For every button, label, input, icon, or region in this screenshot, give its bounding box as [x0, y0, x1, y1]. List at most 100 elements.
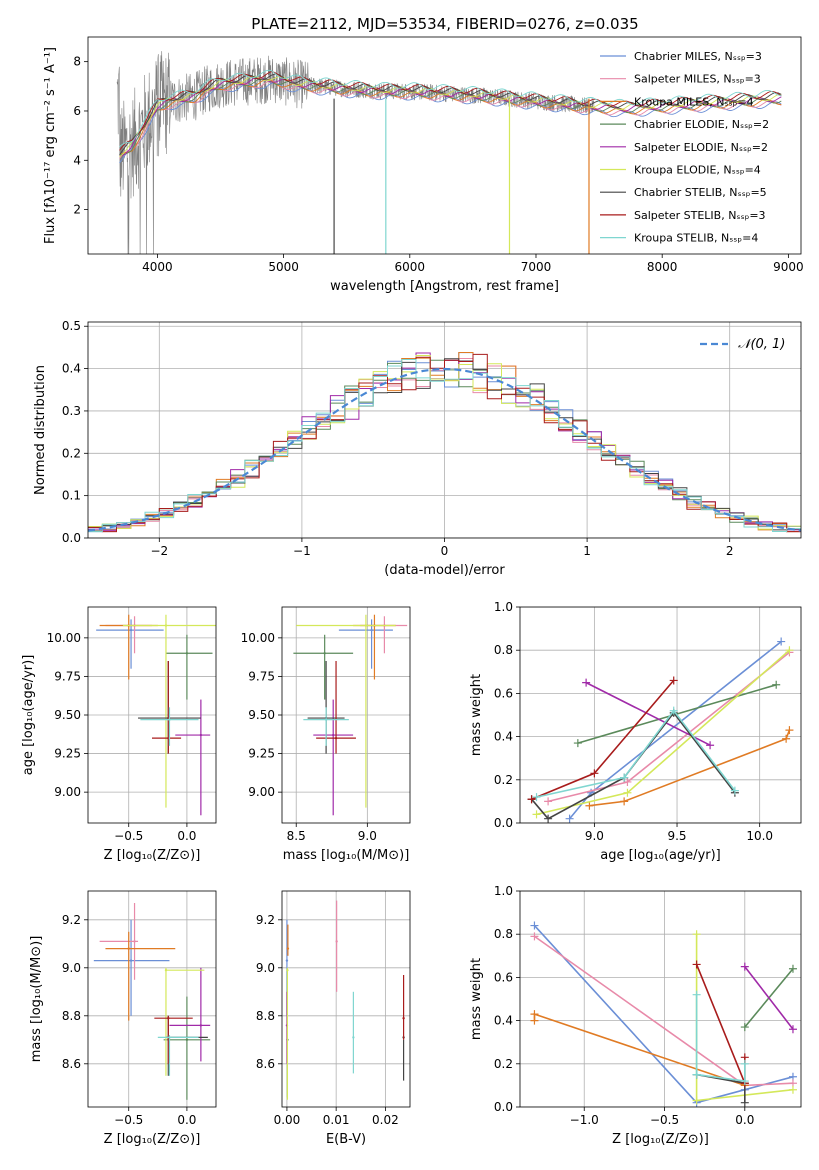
plus-marker [788, 1085, 797, 1094]
x-tick-label: 1 [583, 544, 591, 558]
legend-entry: Chabrier ELODIE, Nₛₛₚ=2 [634, 118, 769, 131]
y-axis-label: age [log₁₀(age/yr)] [21, 655, 36, 776]
data-point [332, 733, 335, 737]
chart-residual_histogram: −2 −1 0 1 2 0.0 0.1 0.2 0.3 0.4 0.5 (data-model)/er… [33, 319, 802, 578]
data-point [167, 1017, 170, 1020]
data-point [324, 718, 328, 721]
y-tick-label: 9.75 [248, 669, 275, 683]
chart-spectrum: 4000 5000 6000 7000 8000 9000 2 4 6 8 wavelength [… [43, 36, 804, 294]
y-tick-label: 10.00 [241, 631, 275, 645]
y-tick-label: 9.50 [248, 708, 275, 722]
histogram-salpeter-stelib [88, 353, 801, 533]
figure-title: PLATE=2112, MJD=53534, FIBERID=0276, z=0… [251, 15, 638, 33]
y-axis-label: Flux [fλ10⁻¹⁷ erg cm⁻² s⁻¹ A⁻¹] [43, 47, 58, 244]
y-tick-label: 0.6 [494, 970, 513, 984]
weight-line-salpeter-elodie [585, 681, 711, 746]
data-point [199, 1024, 203, 1027]
x-axis-label: (data-model)/error [384, 563, 505, 578]
data-point [133, 940, 136, 943]
y-tick-label: 0.6 [494, 686, 513, 700]
y-tick-label: 9.25 [54, 747, 81, 761]
weight-line-salpeter-miles [534, 935, 794, 1087]
legend-entry: Chabrier STELIB, Nₛₛₚ=5 [634, 186, 767, 199]
weight-line-salpeter-elodie [744, 966, 794, 1030]
y-axis-label: mass weight [469, 674, 484, 756]
x-tick-label: 9000 [773, 260, 804, 274]
grid [282, 891, 410, 1107]
x-tick-label: 9.5 [667, 829, 686, 843]
y-tick-label: 4 [73, 153, 81, 167]
legend-entry: Salpeter ELODIE, Nₛₛₚ=2 [634, 141, 768, 154]
y-tick-label: 1.0 [494, 884, 513, 898]
x-tick-label: 8000 [647, 260, 678, 274]
axes-frame [281, 890, 411, 1108]
plus-marker [530, 1010, 539, 1019]
axes-frame [281, 606, 411, 824]
x-tick-label: 0.02 [372, 1113, 399, 1127]
weight-line-kroupa-stelib [695, 994, 746, 1083]
y-tick-label: 9.75 [54, 669, 81, 683]
y-tick-label: 0.3 [62, 404, 81, 418]
plus-marker [692, 1070, 701, 1079]
grid [88, 607, 216, 823]
x-axis-label: E(B-V) [326, 1132, 366, 1147]
x-axis-label: age [log₁₀(age/yr)] [600, 848, 721, 863]
x-tick-label: 6000 [395, 260, 426, 274]
y-tick-label: 9.50 [54, 708, 81, 722]
y-tick-label: 8.8 [256, 1009, 275, 1023]
x-tick-label: 0.0 [735, 1113, 754, 1127]
model-line-kroupa-miles [119, 78, 782, 156]
data-point [402, 1017, 405, 1020]
plus-marker [532, 810, 541, 819]
y-tick-label: 0.0 [494, 1100, 513, 1114]
plus-marker [527, 795, 536, 804]
data-point [129, 628, 133, 632]
y-tick-label: 8.8 [62, 1009, 81, 1023]
y-tick-label: 0.4 [494, 1014, 513, 1028]
chart-mass_vs_EBV: 0.00 0.01 0.02 8.6 8.8 9.0 9.2 E(B-V) [256, 890, 411, 1147]
weight-line-chabrier-miles [568, 640, 782, 820]
data-point [334, 736, 338, 740]
y-tick-label: 0.4 [62, 362, 81, 376]
x-tick-label: 9.0 [585, 829, 604, 843]
x-tick-label: 10.0 [746, 829, 773, 843]
legend-entry: 𝒩(0, 1) [738, 337, 785, 352]
plus-marker [788, 964, 797, 973]
plus-marker [620, 797, 629, 806]
x-tick-label: 0.00 [274, 1113, 301, 1127]
grid [88, 891, 216, 1107]
data-point [199, 733, 203, 737]
normal-curve [88, 367, 801, 532]
plot-area [520, 891, 801, 1107]
plus-marker [582, 678, 591, 687]
data-point [127, 947, 130, 950]
y-tick-label: 9.0 [62, 961, 81, 975]
plot-area [88, 891, 216, 1107]
plus-marker [777, 637, 786, 646]
y-tick-label: 10.00 [47, 631, 81, 645]
legend-entry: Salpeter STELIB, Nₛₛₚ=3 [634, 209, 766, 222]
data-point [185, 1038, 189, 1042]
y-tick-label: 0.0 [494, 816, 513, 830]
y-tick-label: 2 [73, 203, 81, 217]
weight-line-kroupa-stelib [536, 709, 736, 798]
data-point [168, 1036, 171, 1039]
axes-frame [87, 606, 217, 824]
data-point [185, 652, 189, 655]
x-tick-label: −1 [293, 544, 311, 558]
plus-marker [740, 1059, 749, 1068]
plus-marker [692, 960, 701, 969]
legend-entry: Kroupa STELIB, Nₛₛₚ=4 [634, 232, 758, 245]
data-point [286, 947, 290, 950]
chart-age_vs_Z: −0.5 0.0 9.00 9.25 9.50 9.75 10.00 Z [log₁₀(Z/Z… [21, 606, 217, 863]
weight-line-kroupa-elodie [536, 649, 790, 816]
y-tick-label: 0.5 [62, 319, 81, 333]
y-tick-label: 0.4 [494, 730, 513, 744]
weight-line-salpeter-miles [547, 651, 790, 803]
legend-entry: Kroupa MILES, Nₛₛₚ=4 [634, 95, 754, 108]
x-tick-label: 8.5 [287, 829, 306, 843]
y-tick-label: 0.8 [494, 643, 513, 657]
x-tick-label: −0.5 [650, 1113, 679, 1127]
legend: Chabrier MILES, Nₛₛₚ=3 Salpeter MILES, Nₛ… [600, 50, 769, 245]
plot-area [282, 607, 410, 823]
